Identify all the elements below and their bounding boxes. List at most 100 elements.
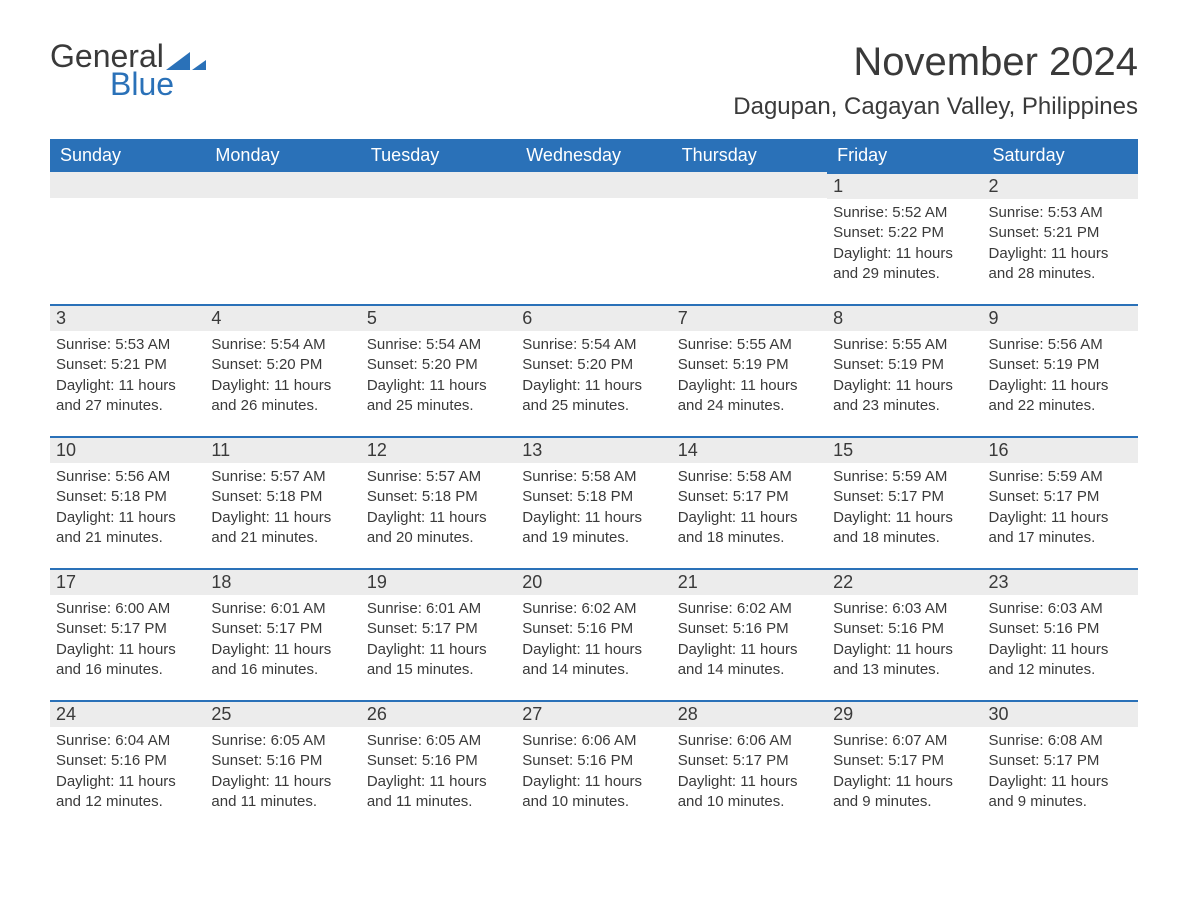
daylight-text: Daylight: 11 hours and 20 minutes. — [367, 508, 510, 549]
calendar-cell: 17Sunrise: 6:00 AMSunset: 5:17 PMDayligh… — [50, 568, 205, 700]
sunset-text: Sunset: 5:18 PM — [367, 487, 510, 507]
day-details: Sunrise: 5:54 AMSunset: 5:20 PMDaylight:… — [516, 331, 671, 420]
sunset-text: Sunset: 5:16 PM — [211, 751, 354, 771]
sunrise-text: Sunrise: 6:02 AM — [522, 599, 665, 619]
calendar-cell: 23Sunrise: 6:03 AMSunset: 5:16 PMDayligh… — [983, 568, 1138, 700]
sunrise-text: Sunrise: 6:05 AM — [367, 731, 510, 751]
daylight-text: Daylight: 11 hours and 10 minutes. — [678, 772, 821, 813]
sunset-text: Sunset: 5:16 PM — [56, 751, 199, 771]
day-number: 27 — [516, 700, 671, 727]
day-number: 19 — [361, 568, 516, 595]
calendar-cell: 9Sunrise: 5:56 AMSunset: 5:19 PMDaylight… — [983, 304, 1138, 436]
sunset-text: Sunset: 5:19 PM — [678, 355, 821, 375]
calendar-cell: 26Sunrise: 6:05 AMSunset: 5:16 PMDayligh… — [361, 700, 516, 832]
empty-day-bar — [205, 172, 360, 198]
sunrise-text: Sunrise: 5:53 AM — [989, 203, 1132, 223]
day-number: 26 — [361, 700, 516, 727]
day-details: Sunrise: 5:56 AMSunset: 5:19 PMDaylight:… — [983, 331, 1138, 420]
sunrise-text: Sunrise: 6:08 AM — [989, 731, 1132, 751]
day-number: 21 — [672, 568, 827, 595]
day-number: 16 — [983, 436, 1138, 463]
calendar-cell: 6Sunrise: 5:54 AMSunset: 5:20 PMDaylight… — [516, 304, 671, 436]
sunrise-text: Sunrise: 5:55 AM — [833, 335, 976, 355]
daylight-text: Daylight: 11 hours and 11 minutes. — [211, 772, 354, 813]
calendar-cell: 14Sunrise: 5:58 AMSunset: 5:17 PMDayligh… — [672, 436, 827, 568]
calendar-cell: 2Sunrise: 5:53 AMSunset: 5:21 PMDaylight… — [983, 172, 1138, 304]
day-number: 1 — [827, 172, 982, 199]
empty-day-bar — [672, 172, 827, 198]
sunrise-text: Sunrise: 6:00 AM — [56, 599, 199, 619]
calendar-cell — [50, 172, 205, 304]
day-number: 24 — [50, 700, 205, 727]
day-details: Sunrise: 5:53 AMSunset: 5:21 PMDaylight:… — [50, 331, 205, 420]
calendar-cell: 22Sunrise: 6:03 AMSunset: 5:16 PMDayligh… — [827, 568, 982, 700]
sunset-text: Sunset: 5:17 PM — [56, 619, 199, 639]
day-details: Sunrise: 6:05 AMSunset: 5:16 PMDaylight:… — [361, 727, 516, 816]
calendar-cell: 18Sunrise: 6:01 AMSunset: 5:17 PMDayligh… — [205, 568, 360, 700]
calendar-cell: 27Sunrise: 6:06 AMSunset: 5:16 PMDayligh… — [516, 700, 671, 832]
day-details: Sunrise: 6:07 AMSunset: 5:17 PMDaylight:… — [827, 727, 982, 816]
calendar-cell — [516, 172, 671, 304]
daylight-text: Daylight: 11 hours and 21 minutes. — [211, 508, 354, 549]
sunrise-text: Sunrise: 5:57 AM — [367, 467, 510, 487]
calendar-week-row: 24Sunrise: 6:04 AMSunset: 5:16 PMDayligh… — [50, 700, 1138, 832]
sunrise-text: Sunrise: 6:01 AM — [211, 599, 354, 619]
day-number: 30 — [983, 700, 1138, 727]
sunset-text: Sunset: 5:16 PM — [367, 751, 510, 771]
daylight-text: Daylight: 11 hours and 25 minutes. — [367, 376, 510, 417]
logo: General Blue — [50, 40, 206, 100]
calendar-cell: 11Sunrise: 5:57 AMSunset: 5:18 PMDayligh… — [205, 436, 360, 568]
calendar-cell: 21Sunrise: 6:02 AMSunset: 5:16 PMDayligh… — [672, 568, 827, 700]
daylight-text: Daylight: 11 hours and 14 minutes. — [522, 640, 665, 681]
daylight-text: Daylight: 11 hours and 11 minutes. — [367, 772, 510, 813]
sunset-text: Sunset: 5:17 PM — [211, 619, 354, 639]
weekday-header: Thursday — [672, 139, 827, 172]
weekday-header: Tuesday — [361, 139, 516, 172]
day-number: 11 — [205, 436, 360, 463]
weekday-header: Wednesday — [516, 139, 671, 172]
weekday-header: Friday — [827, 139, 982, 172]
day-number: 29 — [827, 700, 982, 727]
sunset-text: Sunset: 5:19 PM — [833, 355, 976, 375]
day-details: Sunrise: 5:53 AMSunset: 5:21 PMDaylight:… — [983, 199, 1138, 288]
sunset-text: Sunset: 5:16 PM — [833, 619, 976, 639]
sunrise-text: Sunrise: 6:06 AM — [678, 731, 821, 751]
sunset-text: Sunset: 5:18 PM — [522, 487, 665, 507]
calendar-cell: 20Sunrise: 6:02 AMSunset: 5:16 PMDayligh… — [516, 568, 671, 700]
month-title: November 2024 — [733, 40, 1138, 85]
day-details: Sunrise: 6:01 AMSunset: 5:17 PMDaylight:… — [205, 595, 360, 684]
sunset-text: Sunset: 5:20 PM — [211, 355, 354, 375]
day-details: Sunrise: 5:55 AMSunset: 5:19 PMDaylight:… — [672, 331, 827, 420]
sunset-text: Sunset: 5:20 PM — [522, 355, 665, 375]
day-details: Sunrise: 6:03 AMSunset: 5:16 PMDaylight:… — [827, 595, 982, 684]
sunset-text: Sunset: 5:18 PM — [56, 487, 199, 507]
daylight-text: Daylight: 11 hours and 9 minutes. — [989, 772, 1132, 813]
day-number: 9 — [983, 304, 1138, 331]
day-details: Sunrise: 6:04 AMSunset: 5:16 PMDaylight:… — [50, 727, 205, 816]
daylight-text: Daylight: 11 hours and 18 minutes. — [678, 508, 821, 549]
daylight-text: Daylight: 11 hours and 10 minutes. — [522, 772, 665, 813]
calendar-cell: 12Sunrise: 5:57 AMSunset: 5:18 PMDayligh… — [361, 436, 516, 568]
day-number: 12 — [361, 436, 516, 463]
sunset-text: Sunset: 5:17 PM — [678, 487, 821, 507]
weekday-header: Monday — [205, 139, 360, 172]
calendar-cell: 5Sunrise: 5:54 AMSunset: 5:20 PMDaylight… — [361, 304, 516, 436]
daylight-text: Daylight: 11 hours and 21 minutes. — [56, 508, 199, 549]
daylight-text: Daylight: 11 hours and 12 minutes. — [56, 772, 199, 813]
calendar-cell: 28Sunrise: 6:06 AMSunset: 5:17 PMDayligh… — [672, 700, 827, 832]
daylight-text: Daylight: 11 hours and 13 minutes. — [833, 640, 976, 681]
day-number: 7 — [672, 304, 827, 331]
daylight-text: Daylight: 11 hours and 19 minutes. — [522, 508, 665, 549]
sunrise-text: Sunrise: 5:56 AM — [56, 467, 199, 487]
sunset-text: Sunset: 5:18 PM — [211, 487, 354, 507]
day-details: Sunrise: 5:57 AMSunset: 5:18 PMDaylight:… — [361, 463, 516, 552]
daylight-text: Daylight: 11 hours and 12 minutes. — [989, 640, 1132, 681]
calendar-cell: 7Sunrise: 5:55 AMSunset: 5:19 PMDaylight… — [672, 304, 827, 436]
daylight-text: Daylight: 11 hours and 24 minutes. — [678, 376, 821, 417]
day-details: Sunrise: 6:05 AMSunset: 5:16 PMDaylight:… — [205, 727, 360, 816]
calendar-cell: 3Sunrise: 5:53 AMSunset: 5:21 PMDaylight… — [50, 304, 205, 436]
day-number: 10 — [50, 436, 205, 463]
day-number: 23 — [983, 568, 1138, 595]
sunrise-text: Sunrise: 6:05 AM — [211, 731, 354, 751]
logo-word2: Blue — [110, 68, 206, 100]
